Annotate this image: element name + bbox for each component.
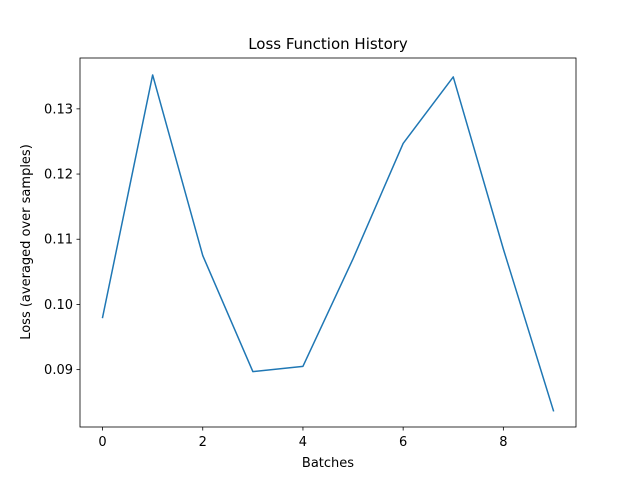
x-tick-label: 4 <box>299 435 307 450</box>
plot-area <box>79 57 577 428</box>
y-axis-label: Loss (averaged over samples) <box>19 144 34 340</box>
x-axis: 0 2 4 6 8 <box>98 427 507 450</box>
axes-frame <box>79 57 577 428</box>
chart-title: Loss Function History <box>248 35 408 53</box>
x-tick-label: 0 <box>98 435 106 450</box>
y-tick-label: 0.12 <box>44 168 73 183</box>
x-tick-label: 2 <box>199 435 207 450</box>
y-tick-label: 0.13 <box>44 102 73 117</box>
x-axis-label: Batches <box>302 456 354 471</box>
y-axis: 0.09 0.10 0.11 0.12 0.13 <box>44 102 80 378</box>
series-line <box>101 74 555 412</box>
x-tick-label: 6 <box>399 435 407 450</box>
y-tick-label: 0.11 <box>44 233 73 248</box>
y-tick-label: 0.09 <box>44 363 73 378</box>
y-tick-label: 0.10 <box>44 298 73 313</box>
x-tick-label: 8 <box>499 435 507 450</box>
